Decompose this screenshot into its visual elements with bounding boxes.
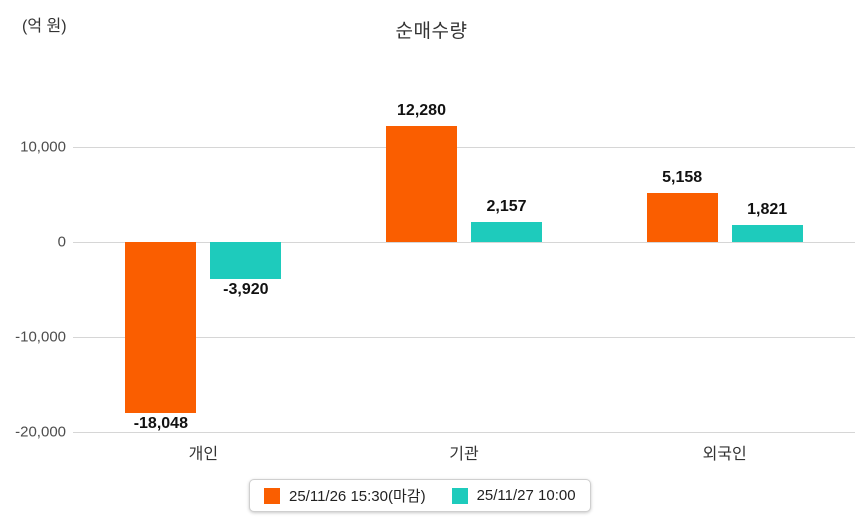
bar-value-label: 5,158 bbox=[662, 169, 703, 187]
y-axis-tick-label: -10,000 bbox=[15, 328, 66, 346]
chart-legend: 25/11/26 15:30(마감) 25/11/27 10:00 bbox=[249, 479, 591, 512]
bar[interactable] bbox=[471, 221, 542, 243]
bar-value-label: -3,920 bbox=[223, 281, 269, 299]
y-axis-tick-label: 10,000 bbox=[20, 138, 66, 156]
bar-value-label: 2,157 bbox=[486, 197, 527, 215]
bar[interactable] bbox=[731, 225, 803, 243]
gridline bbox=[73, 242, 855, 244]
bar-value-label: 1,821 bbox=[747, 201, 788, 218]
y-axis-tick-label: 0 bbox=[57, 233, 66, 251]
bar-value-label: 12,280 bbox=[397, 101, 446, 119]
legend-item[interactable]: 25/11/26 15:30(마감) bbox=[264, 485, 426, 506]
legend-item-label: 25/11/27 10:00 bbox=[476, 487, 576, 504]
y-axis-unit-label: (억 원) bbox=[22, 18, 67, 35]
y-axis-tick-label: -20,000 bbox=[15, 423, 66, 441]
bar-value-label: -18,048 bbox=[133, 415, 188, 433]
x-axis-tick-label: 개인 bbox=[188, 446, 219, 463]
chart-title: 순매수량 bbox=[395, 21, 468, 42]
bar[interactable] bbox=[125, 242, 197, 414]
legend-color-swatch bbox=[451, 487, 468, 504]
bar[interactable] bbox=[210, 242, 282, 280]
x-axis-tick-label: 기관 bbox=[449, 446, 479, 463]
plot-area bbox=[73, 100, 855, 433]
gridline bbox=[73, 337, 855, 339]
bar[interactable] bbox=[386, 125, 457, 243]
x-axis-tick-label: 외국인 bbox=[702, 446, 747, 463]
gridline bbox=[73, 432, 855, 433]
legend-item-label: 25/11/26 15:30(마감) bbox=[289, 488, 426, 505]
bar[interactable] bbox=[646, 193, 718, 243]
legend-color-swatch bbox=[264, 487, 280, 504]
legend-item[interactable]: 25/11/27 10:00 bbox=[451, 487, 576, 504]
gridline bbox=[73, 147, 855, 149]
